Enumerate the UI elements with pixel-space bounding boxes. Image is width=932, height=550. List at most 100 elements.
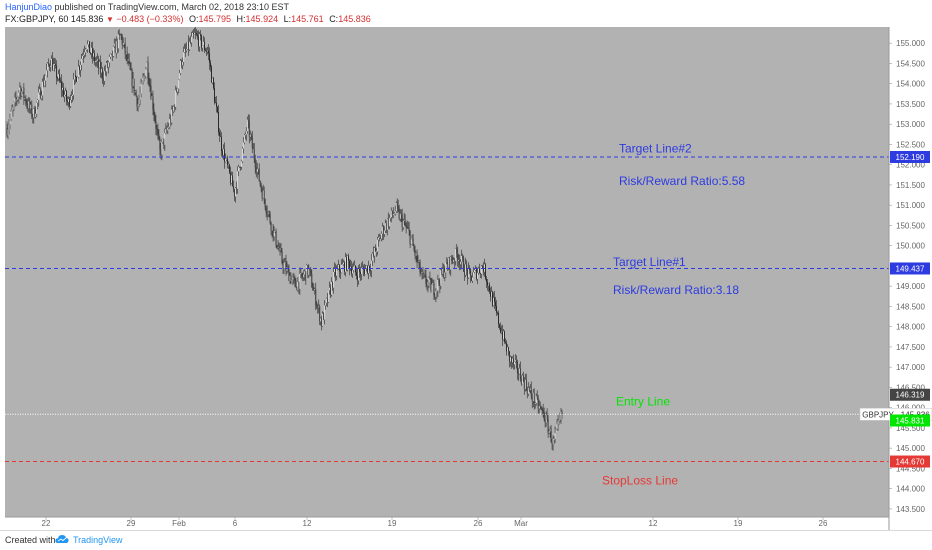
candle-body: [151, 96, 153, 99]
candle-body: [332, 282, 334, 288]
candle-body: [284, 261, 286, 263]
candle-body: [486, 278, 487, 282]
candle-body: [467, 269, 469, 278]
candle-body: [142, 77, 144, 82]
horizontal-lines-layer: [5, 156, 889, 463]
candle-body: [431, 284, 433, 291]
candle-body: [496, 306, 497, 313]
candle-body: [71, 96, 72, 100]
candle-body: [340, 271, 341, 273]
candle-body: [479, 268, 480, 273]
candle-body: [244, 134, 246, 136]
candle-body: [313, 290, 315, 291]
tradingview-cloud-icon: [55, 535, 69, 543]
candle-body: [249, 134, 251, 137]
candle-body: [556, 424, 558, 429]
candle-body: [465, 264, 467, 275]
candle-body: [271, 224, 273, 231]
time-axis[interactable]: [5, 517, 889, 530]
candle-body: [456, 248, 458, 254]
candle-body: [399, 213, 401, 219]
candle-body: [321, 318, 323, 326]
candle-body: [245, 131, 247, 135]
candle-body: [295, 280, 297, 288]
candle-body: [329, 287, 331, 291]
candle-body: [375, 251, 377, 253]
candle-body: [194, 32, 196, 35]
candle-body: [436, 290, 438, 292]
candle-body: [541, 408, 543, 410]
candle-body: [389, 217, 391, 219]
open-value: 145.795: [198, 14, 232, 24]
candle-body: [51, 58, 53, 66]
candle-body: [406, 226, 408, 228]
candle-body: [442, 268, 444, 274]
candle-body: [211, 67, 212, 83]
candle-body: [202, 45, 203, 48]
candle-body: [258, 168, 260, 181]
candle-body: [76, 77, 77, 82]
candle-body: [404, 220, 406, 225]
candle-body: [547, 419, 549, 433]
candle-body: [443, 268, 445, 278]
candle-body: [225, 158, 226, 162]
candle-body: [77, 77, 78, 82]
candle-body: [510, 357, 512, 363]
candle-body: [360, 271, 361, 275]
candle-body: [545, 415, 547, 423]
candle-body: [561, 411, 563, 414]
candle-body: [136, 96, 138, 107]
candle-body: [183, 52, 185, 62]
candle-body: [228, 164, 230, 173]
candle-body: [315, 289, 317, 306]
candle-body: [517, 372, 519, 374]
candle-body: [237, 166, 239, 172]
price-label-box: [890, 414, 930, 427]
candle-body: [156, 128, 158, 130]
candle-body: [269, 214, 271, 224]
candle-body: [301, 273, 303, 277]
candle-body: [32, 116, 34, 118]
candle-body: [175, 90, 177, 108]
candle-body: [555, 428, 557, 433]
candle-body: [550, 429, 552, 443]
price-tick-label: 153.000: [896, 120, 925, 129]
tradingview-brand[interactable]: TradingView: [73, 535, 123, 545]
author-link[interactable]: HanjunDiao: [5, 2, 53, 12]
price-tick-label: 151.500: [896, 181, 925, 190]
candle-body: [12, 107, 14, 110]
candle-body: [506, 347, 508, 352]
candle-body: [95, 60, 97, 62]
candle-body: [192, 32, 194, 37]
plot-background: [5, 27, 889, 517]
time-tick-label: 19: [388, 519, 397, 528]
candle-body: [165, 129, 167, 133]
candle-body: [226, 158, 227, 160]
time-tick-label: 12: [303, 519, 312, 528]
price-chart[interactable]: Target Line#2 Risk/Reward Ratio:5.58 Targe…: [5, 25, 932, 530]
time-tick-label: 19: [734, 519, 743, 528]
candle-body: [66, 90, 67, 101]
candle-body: [452, 260, 454, 262]
candle-body: [243, 135, 245, 143]
candle-body: [358, 269, 359, 281]
candle-body: [257, 168, 259, 170]
candle-body: [523, 380, 525, 389]
price-axis[interactable]: [889, 27, 932, 530]
symbol-label[interactable]: FX:GBPJPY, 60: [5, 14, 69, 24]
candle-body: [512, 358, 514, 365]
chart-area[interactable]: Target Line#2 Risk/Reward Ratio:5.58 Targe…: [5, 25, 932, 530]
stoploss-price-label: 144.670: [890, 455, 930, 468]
candle-body: [413, 245, 415, 250]
candle-body: [437, 279, 439, 291]
annotation-3: Risk/Reward Ratio:3.18: [613, 283, 739, 297]
target2-price-label: 152.190: [890, 150, 930, 163]
candle-body: [385, 223, 387, 230]
candle-body: [196, 33, 198, 35]
price-tick-label: 144.000: [896, 485, 925, 494]
candle-body: [179, 73, 181, 80]
candle-body: [160, 149, 162, 155]
candle-body: [408, 228, 410, 231]
candle-body: [300, 273, 302, 275]
candle-body: [212, 78, 213, 83]
